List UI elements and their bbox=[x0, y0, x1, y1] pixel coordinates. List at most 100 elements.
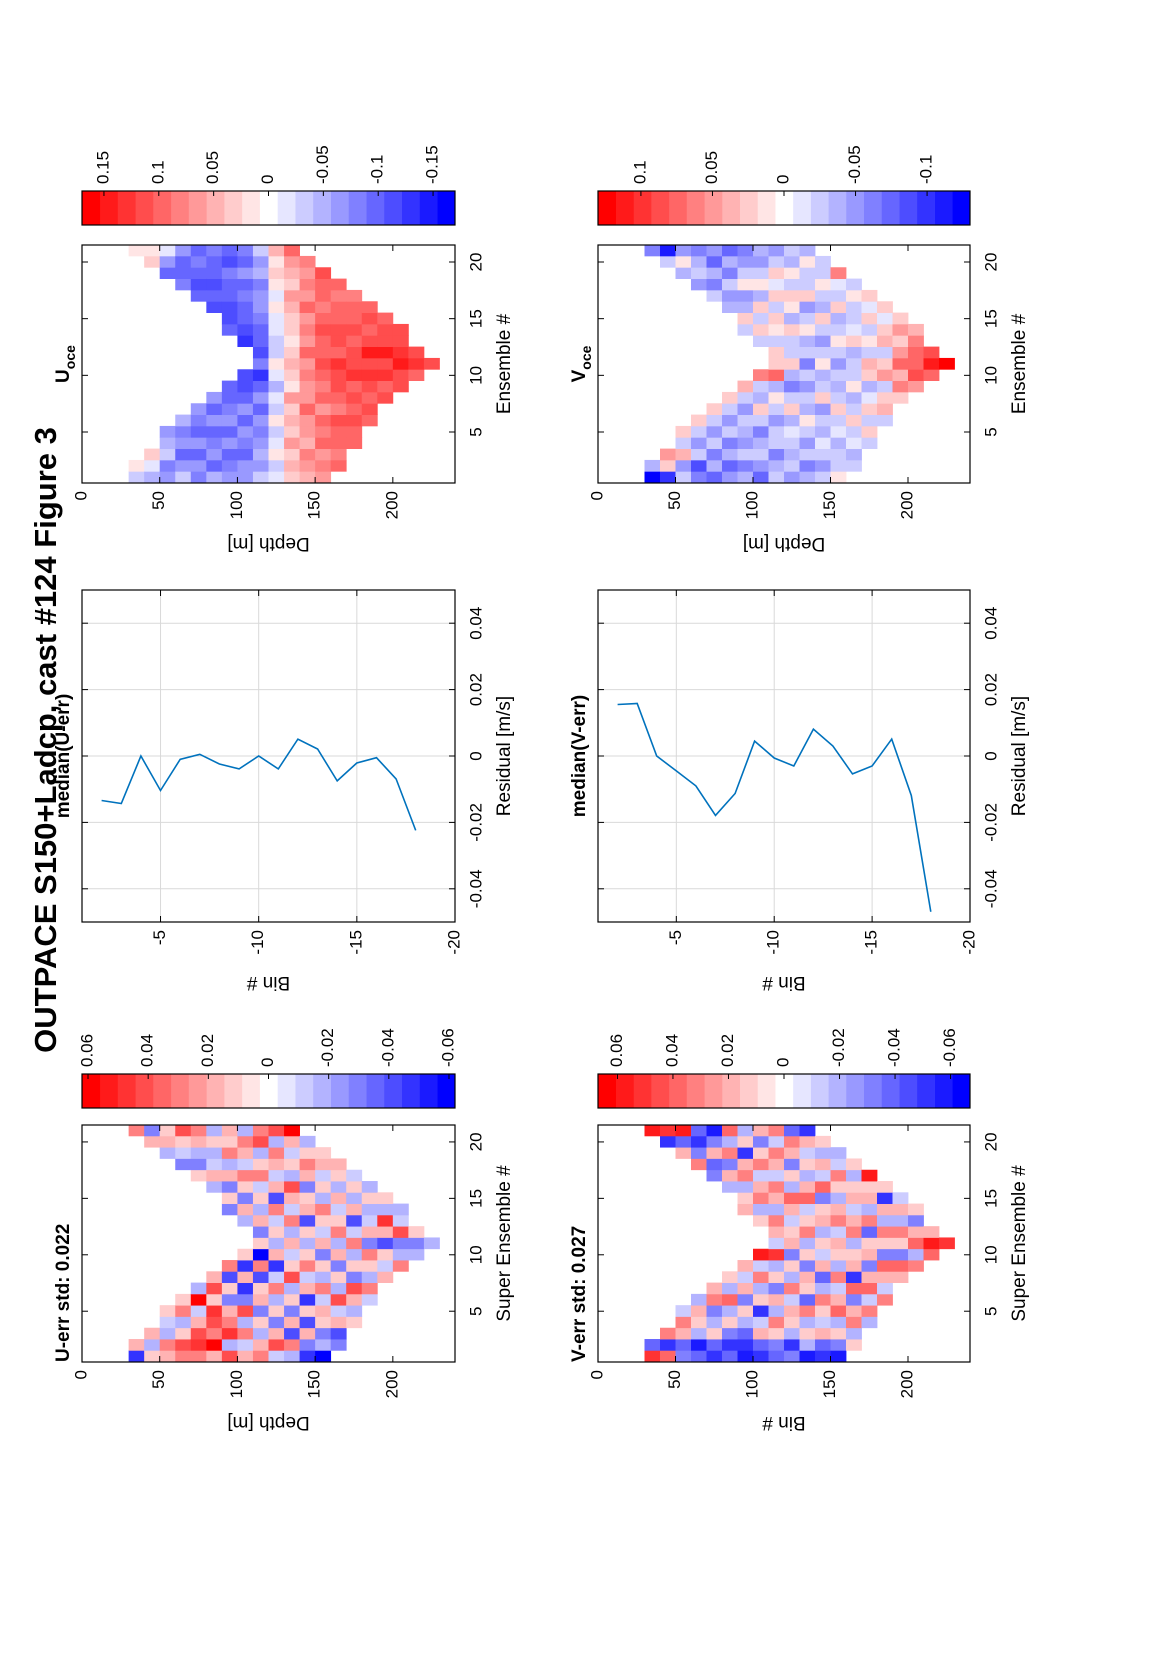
heatmap-cell bbox=[190, 1305, 207, 1317]
heatmap-cell bbox=[877, 357, 893, 370]
heatmap-cell bbox=[784, 301, 800, 313]
heatmap-cell bbox=[815, 1327, 831, 1340]
heatmap-cell bbox=[299, 471, 316, 483]
heatmap-cell bbox=[737, 1339, 754, 1351]
heatmap-cell bbox=[144, 255, 161, 268]
heatmap-cell bbox=[691, 1305, 707, 1317]
heatmap-cell bbox=[423, 1237, 440, 1250]
heatmap-cell bbox=[237, 1124, 254, 1137]
heatmap-cell bbox=[830, 1305, 847, 1317]
heatmap-cell bbox=[175, 1316, 192, 1329]
heatmap-cell bbox=[299, 380, 316, 393]
heatmap-cell bbox=[799, 357, 816, 370]
heatmap-cell bbox=[799, 1293, 816, 1306]
colorbar-swatch bbox=[899, 191, 918, 225]
panel-title-main: median(V-err) bbox=[569, 695, 590, 817]
heatmap-cell bbox=[644, 459, 661, 472]
colorbar-swatch bbox=[224, 1074, 243, 1108]
heatmap-cell bbox=[908, 369, 924, 381]
heatmap-cell bbox=[252, 1147, 269, 1159]
heatmap-cell bbox=[284, 1305, 300, 1317]
heatmap-cell bbox=[815, 1147, 831, 1159]
heatmap-cell bbox=[861, 369, 878, 381]
heatmap-cell bbox=[190, 459, 207, 472]
colorbar-swatch bbox=[401, 1074, 420, 1108]
heatmap-cell bbox=[753, 1169, 769, 1182]
heatmap-cell bbox=[346, 1192, 363, 1204]
heatmap-cell bbox=[221, 278, 238, 291]
heatmap-cell bbox=[346, 301, 363, 313]
heatmap-cell bbox=[722, 1124, 738, 1137]
colorbar-swatch bbox=[615, 1074, 634, 1108]
heatmap-cell bbox=[815, 1237, 831, 1250]
heatmap-cell bbox=[768, 323, 785, 336]
heatmap-cell bbox=[815, 1305, 831, 1317]
heatmap-cell bbox=[768, 301, 785, 313]
heatmap-cell bbox=[268, 312, 285, 325]
heatmap-cell bbox=[861, 1214, 878, 1227]
heatmap-cell bbox=[660, 1339, 676, 1351]
heatmap-cell bbox=[908, 1203, 924, 1216]
heatmap-cell bbox=[706, 1169, 723, 1182]
heatmap-cell bbox=[206, 255, 223, 268]
heatmap-cell bbox=[190, 1158, 207, 1171]
heatmap-cell bbox=[346, 289, 363, 302]
heatmap-cell bbox=[221, 1327, 238, 1340]
heatmap-cell bbox=[315, 1305, 332, 1317]
heatmap-cell bbox=[737, 1192, 754, 1204]
heatmap-cell bbox=[252, 369, 269, 381]
heatmap-cell bbox=[768, 1316, 785, 1329]
heatmap-cell bbox=[268, 459, 285, 472]
heatmap-cell bbox=[861, 1226, 878, 1238]
heatmap-cell bbox=[299, 1214, 316, 1227]
heatmap-cell bbox=[830, 1237, 847, 1250]
y-tick-label: 50 bbox=[665, 1370, 684, 1389]
heatmap-cell bbox=[675, 1339, 692, 1351]
heatmap-cell bbox=[768, 1282, 785, 1295]
heatmap-cell bbox=[830, 1147, 847, 1159]
heatmap-cell bbox=[252, 301, 269, 313]
heatmap-cell bbox=[753, 425, 769, 438]
heatmap-cell bbox=[799, 437, 816, 449]
heatmap-cell bbox=[346, 391, 363, 404]
heatmap-cell bbox=[737, 1147, 754, 1159]
heatmap-cell bbox=[784, 1248, 800, 1261]
heatmap-cell bbox=[722, 437, 738, 449]
heatmap-cell bbox=[299, 448, 316, 461]
heatmap-cell bbox=[377, 346, 394, 359]
heatmap-cell bbox=[284, 289, 300, 302]
heatmap-cell bbox=[128, 1350, 145, 1362]
heatmap-cell bbox=[706, 278, 723, 291]
heatmap-cell bbox=[691, 1135, 707, 1148]
heatmap-cell bbox=[908, 380, 924, 393]
heatmap-cell bbox=[268, 346, 285, 359]
plot-frame bbox=[81, 1124, 456, 1363]
heatmap-cell bbox=[691, 437, 707, 449]
heatmap-cell bbox=[221, 471, 238, 483]
panel-title: median(U-err) bbox=[53, 694, 74, 819]
heatmap-cell bbox=[206, 1293, 223, 1306]
heatmap-cell bbox=[784, 244, 800, 257]
heatmap-cell bbox=[190, 1135, 207, 1148]
heatmap-cell bbox=[722, 391, 738, 404]
colorbar-swatch bbox=[598, 1074, 617, 1108]
panel-title-main: V-err std: 0.027 bbox=[569, 1226, 590, 1362]
heatmap-cell bbox=[892, 312, 909, 325]
heatmap-cell bbox=[784, 459, 800, 472]
heatmap-cell bbox=[221, 323, 238, 336]
heatmap-cell bbox=[284, 357, 300, 370]
y-tick-label: 100 bbox=[227, 1370, 246, 1398]
x-tick-label: 5 bbox=[466, 1306, 485, 1315]
heatmap-cell bbox=[737, 1124, 754, 1137]
heatmap-cell bbox=[675, 471, 692, 483]
heatmap-cell bbox=[815, 357, 831, 370]
heatmap-cell bbox=[675, 1327, 692, 1340]
heatmap-cell bbox=[877, 1181, 893, 1193]
heatmap-cell bbox=[175, 448, 192, 461]
heatmap-cell bbox=[299, 1181, 316, 1193]
heatmap-cell bbox=[299, 1260, 316, 1272]
heatmap-cell bbox=[768, 1237, 785, 1250]
heatmap-cell bbox=[706, 289, 723, 302]
heatmap-cell bbox=[784, 255, 800, 268]
